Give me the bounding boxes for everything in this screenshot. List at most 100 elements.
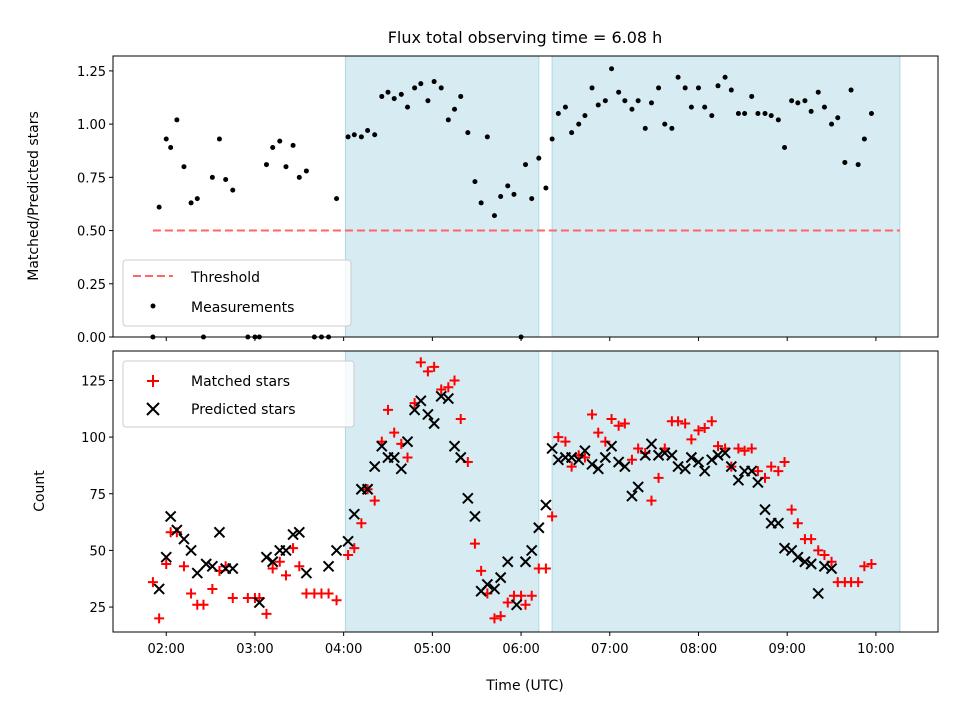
predicted-stars-point	[799, 556, 811, 568]
measurement-point	[629, 106, 635, 112]
matched-stars-point	[207, 583, 218, 594]
predicted-stars-point	[818, 560, 831, 572]
predicted-stars-point	[540, 499, 552, 511]
measurement-point	[728, 87, 734, 93]
matched-stars-point	[520, 599, 531, 610]
matched-stars-point	[733, 443, 744, 454]
predicted-stars-point	[679, 463, 691, 475]
measurement-point	[675, 74, 681, 80]
matched-stars-point	[227, 593, 238, 604]
matched-stars-point	[593, 427, 604, 438]
predicted-stars-point	[706, 454, 718, 466]
matched-stars-point	[343, 549, 354, 560]
measurement-point	[523, 162, 528, 168]
measurement-point	[569, 130, 575, 136]
predicted-stars-point	[191, 567, 203, 579]
top-legend: Threshold Measurements	[122, 259, 352, 327]
predicted-stars-point	[401, 435, 414, 448]
legend-measurements-label: Measurements	[191, 300, 294, 316]
predicted-stars-point	[546, 442, 558, 455]
measurement-point	[209, 174, 215, 180]
predicted-stars-point	[300, 567, 313, 579]
measurement-point	[418, 81, 424, 87]
shaded-interval	[344, 55, 540, 338]
x-tick-label: 08:00	[680, 642, 717, 657]
predicted-stars-point	[825, 562, 838, 575]
measurement-point	[855, 162, 861, 168]
matched-stars-point	[600, 436, 611, 447]
matched-stars-point	[147, 577, 158, 588]
measurement-point	[290, 142, 296, 148]
top-y-axis-label: Matched/Predicted stars	[26, 111, 42, 281]
predicted-stars-point	[153, 583, 165, 595]
matched-stars-point	[813, 545, 824, 556]
predicted-stars-point	[692, 456, 705, 468]
matched-stars-point	[786, 504, 797, 515]
matched-stars-point	[713, 441, 723, 452]
measurement-point	[861, 136, 867, 142]
predicted-stars-point	[552, 454, 565, 466]
matched-stars-point	[706, 416, 717, 427]
measurement-point	[688, 104, 694, 110]
predicted-stars-point	[455, 451, 467, 464]
predicted-stars-point	[533, 522, 545, 534]
measurement-point	[543, 185, 549, 191]
y-tick-label: 0.25	[77, 278, 106, 293]
matched-stars-point	[331, 595, 342, 606]
matched-stars-point	[154, 613, 165, 624]
matched-stars-point	[489, 613, 500, 624]
measurement-point	[695, 85, 701, 91]
predicted-stars-point	[519, 556, 532, 568]
predicted-stars-point	[573, 454, 585, 466]
matched-stars-point	[673, 416, 684, 427]
matched-stars-point	[699, 423, 710, 434]
x-tick-label: 09:00	[768, 642, 805, 657]
predicted-stars-point	[719, 447, 731, 459]
predicted-stars-point	[772, 517, 785, 529]
matched-stars-point	[261, 608, 272, 619]
bottom-panel: 02:00 03:00 04:00 05:00 06:00 07:00 08:00 09:00…	[32, 350, 939, 694]
legend-matched-swatch	[147, 375, 159, 387]
predicted-stars-point	[368, 460, 381, 473]
predicted-stars-point	[171, 524, 183, 536]
top-legend-frame	[122, 259, 352, 327]
matched-stars-point	[853, 577, 864, 588]
matched-stars-point	[693, 425, 704, 436]
predicted-stars-point	[330, 544, 343, 557]
measurement-point	[358, 134, 364, 140]
measurement-point	[842, 159, 848, 165]
matched-stars-point	[455, 413, 466, 424]
predicted-stars-point	[442, 392, 455, 405]
matched-stars-point	[186, 588, 197, 599]
measurement-point	[782, 145, 788, 151]
predicted-stars-point	[812, 587, 824, 600]
legend-predicted-label: Predicted stars	[191, 402, 296, 418]
measurement-point	[576, 121, 582, 127]
measurement-point	[722, 74, 728, 80]
measurement-point	[438, 85, 444, 91]
legend-threshold-label: Threshold	[190, 270, 260, 286]
matched-stars-point	[746, 443, 757, 454]
predicted-stars-point	[645, 438, 658, 450]
measurement-point	[188, 200, 194, 206]
measurement-point	[735, 110, 741, 116]
measurement-point	[582, 113, 588, 119]
predicted-stars-point	[619, 460, 631, 473]
measurement-point	[829, 121, 835, 127]
measurement-point	[768, 113, 774, 119]
measurement-point	[425, 98, 431, 104]
measurement-point	[529, 196, 535, 202]
measurement-point	[635, 98, 641, 104]
predicted-stars-point	[494, 571, 507, 584]
bottom-legend: Matched stars Predicted stars	[122, 360, 355, 428]
predicted-stars-point	[287, 528, 299, 541]
predicted-stars-point	[746, 465, 758, 477]
measurement-point	[642, 125, 648, 131]
y-tick-label: 1.00	[77, 118, 106, 133]
measurement-point	[385, 89, 391, 95]
predicted-stars-point	[415, 395, 427, 407]
matched-stars-point	[686, 434, 697, 445]
measurement-point	[405, 104, 411, 110]
measurement-point	[715, 83, 721, 89]
